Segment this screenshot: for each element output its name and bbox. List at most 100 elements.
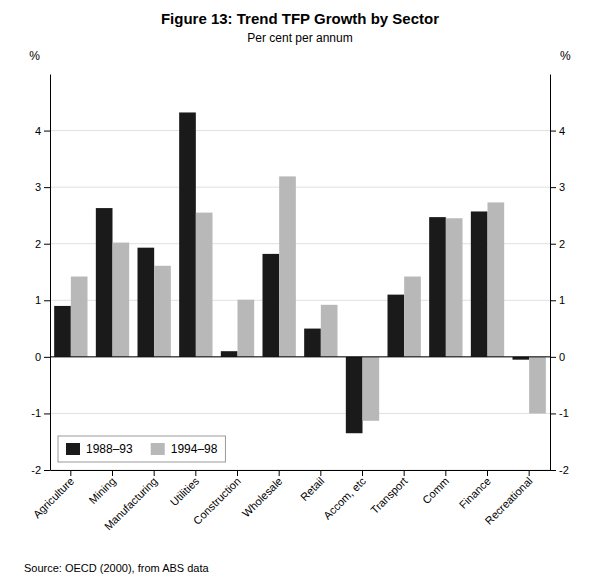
- tick-label: 2: [35, 238, 41, 250]
- legend: 1988–93 1994–98: [58, 436, 225, 462]
- tick-mark: [550, 470, 556, 471]
- tick-mark: [487, 470, 488, 476]
- title: Figure 13: Trend TFP Growth by Sector: [161, 10, 439, 27]
- y-axis-label: %: [29, 49, 40, 63]
- tick-mark: [404, 470, 405, 476]
- grid-line: [50, 130, 550, 131]
- tick-mark: [44, 300, 50, 301]
- tick-label: 3: [559, 181, 565, 193]
- bar: [96, 208, 113, 357]
- bar: [529, 357, 546, 414]
- bar: [404, 277, 421, 357]
- bar: [263, 254, 280, 357]
- bar: [488, 202, 505, 356]
- chart: Figure 13: Trend TFP Growth by SectorPer…: [0, 0, 600, 582]
- legend-frame: [58, 436, 225, 462]
- y2-axis: -2-101234: [550, 75, 569, 477]
- tick-label: Construction: [191, 475, 243, 527]
- tick: Manufacturing: [102, 470, 160, 533]
- tick-mark: [445, 470, 446, 476]
- bar: [388, 295, 405, 357]
- bar: [71, 277, 88, 357]
- tick-mark: [550, 187, 556, 188]
- tick-mark: [44, 357, 50, 358]
- tick: 1: [35, 294, 50, 306]
- bar: [446, 218, 463, 357]
- tick-label: Utilities: [168, 474, 202, 508]
- legend-label: 1988–93: [86, 442, 133, 456]
- bar: [154, 266, 171, 357]
- tick-label: 4: [35, 125, 41, 137]
- bar: [196, 213, 213, 357]
- tick-label: Agriculture: [31, 475, 77, 521]
- tick-label: -1: [31, 407, 41, 419]
- bar: [304, 329, 321, 357]
- bar: [238, 300, 255, 357]
- plot: AgricultureMiningManufacturingUtilitiesC…: [29, 49, 571, 533]
- tick: Transport: [368, 470, 409, 516]
- tick: 0: [35, 351, 50, 363]
- tick-mark: [112, 470, 113, 476]
- tick-mark: [44, 244, 50, 245]
- tick-label: 3: [35, 181, 41, 193]
- tick-mark: [237, 470, 238, 476]
- bar: [429, 217, 446, 357]
- tick: 3: [550, 181, 565, 193]
- tick-mark: [550, 413, 556, 414]
- bar: [279, 176, 296, 356]
- tick-label: -1: [559, 407, 569, 419]
- bar-series: [71, 176, 546, 420]
- tick-label: Mining: [87, 475, 118, 506]
- tick-mark: [550, 131, 556, 132]
- tick-label: Comm: [420, 475, 451, 506]
- tick-label: 4: [559, 125, 565, 137]
- tick-label: Retail: [298, 475, 326, 503]
- bar: [321, 305, 338, 357]
- tick-mark: [195, 470, 196, 476]
- axis-line: [51, 470, 551, 471]
- bar-series: [54, 112, 529, 433]
- tick: Mining: [87, 470, 118, 506]
- tick: Construction: [191, 470, 243, 527]
- y-axis: -2 -1 0 1 2 3 4: [31, 75, 50, 477]
- tick-mark: [70, 470, 71, 476]
- tick-mark: [362, 470, 363, 476]
- bar: [346, 357, 363, 433]
- grid: [50, 131, 550, 470]
- legend-label: 1994–98: [171, 442, 218, 456]
- tick-label: 0: [35, 351, 41, 363]
- tick-mark: [529, 470, 530, 476]
- axis-line: [550, 75, 551, 471]
- tick-label: Finance: [457, 475, 493, 511]
- annotation: Source: OECD (2000), from ABS data: [24, 562, 210, 574]
- x-axis: AgricultureMiningManufacturingUtilitiesC…: [31, 470, 551, 533]
- tick: 2: [35, 238, 50, 250]
- tick: -2: [31, 464, 50, 476]
- tick-label: Recreational: [482, 475, 534, 527]
- grid-line: [50, 413, 550, 414]
- tick-label: Transport: [368, 475, 409, 516]
- tick-label: 1: [35, 294, 41, 306]
- tick-mark: [550, 300, 556, 301]
- tick-mark: [44, 413, 50, 414]
- tick: Agriculture: [31, 470, 77, 520]
- grid-line: [50, 470, 550, 471]
- tick: 0: [550, 351, 565, 363]
- tick-mark: [279, 470, 280, 476]
- tick-mark: [44, 187, 50, 188]
- zero-line: [50, 356, 550, 357]
- tick: 3: [35, 181, 50, 193]
- bar: [221, 351, 238, 357]
- legend-swatch: [66, 443, 80, 455]
- tick: 1: [550, 294, 565, 306]
- tick-mark: [550, 244, 556, 245]
- tick-mark: [44, 131, 50, 132]
- tick-label: 0: [559, 351, 565, 363]
- tick-label: 2: [559, 238, 565, 250]
- tick-mark: [550, 357, 556, 358]
- bar: [113, 243, 130, 357]
- tick-label: Wholesale: [240, 475, 285, 520]
- tick: Finance: [457, 470, 493, 511]
- axis-line: [50, 75, 51, 471]
- y2-axis-label: %: [560, 49, 571, 63]
